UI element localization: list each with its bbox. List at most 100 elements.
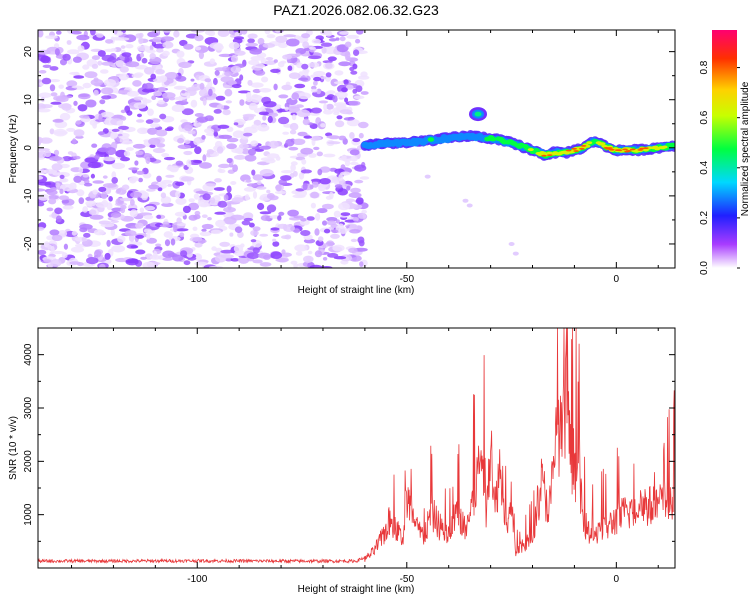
noise-blob — [217, 200, 228, 208]
noise-blob — [50, 245, 55, 254]
noise-blob — [106, 202, 113, 211]
signal-cell — [629, 148, 636, 151]
noise-blob — [163, 156, 176, 161]
noise-blob — [301, 33, 311, 39]
signal-cell — [571, 147, 577, 150]
noise-blob — [208, 88, 213, 97]
noise-blob — [166, 165, 180, 172]
noise-blob — [294, 244, 308, 252]
noise-blob — [225, 100, 232, 104]
noise-blob — [266, 189, 271, 194]
noise-blob — [82, 174, 89, 178]
noise-blob — [110, 220, 119, 223]
noise-blob — [156, 143, 166, 148]
noise-blob — [318, 100, 329, 104]
noise-blob — [241, 30, 248, 35]
noise-blob — [250, 140, 259, 147]
noise-blob — [326, 135, 340, 139]
noise-blob — [195, 190, 209, 194]
x-tick-label: -100 — [187, 574, 207, 585]
noise-blob — [82, 206, 89, 213]
noise-blob — [38, 175, 44, 180]
noise-blob — [350, 70, 358, 75]
noise-blob — [281, 170, 294, 174]
noise-blob — [286, 38, 300, 47]
noise-blob — [278, 116, 290, 125]
noise-blob — [135, 33, 143, 39]
noise-blob — [96, 33, 104, 38]
noise-blob — [250, 82, 264, 88]
noise-blob — [283, 223, 288, 231]
noise-blob — [326, 217, 338, 222]
noise-blob — [153, 250, 158, 259]
noise-blob — [97, 60, 103, 66]
noise-blob — [48, 198, 57, 205]
noise-blob — [129, 209, 138, 218]
noise-blob — [50, 259, 62, 267]
noise-blob — [301, 63, 309, 70]
noise-blob — [265, 57, 274, 61]
noise-blob — [360, 71, 368, 78]
noise-blob — [340, 171, 351, 176]
noise-blob — [334, 120, 345, 128]
noise-blob — [325, 72, 332, 78]
noise-blob — [297, 92, 312, 100]
noise-blob — [296, 109, 311, 118]
noise-blob — [323, 153, 336, 158]
faint-dot — [512, 251, 519, 256]
noise-blob — [264, 30, 271, 35]
noise-blob — [91, 143, 98, 148]
noise-blob — [293, 263, 298, 268]
noise-blob — [125, 147, 134, 151]
noise-blob — [92, 189, 98, 195]
noise-blob — [252, 247, 260, 254]
y-tick-label: 4000 — [23, 343, 34, 366]
noise-blob — [216, 104, 225, 110]
noise-blob — [201, 135, 206, 140]
noise-blob — [199, 162, 212, 169]
noise-blob — [267, 115, 273, 124]
noise-blob — [150, 73, 156, 80]
noise-blob — [285, 138, 295, 147]
noise-blob — [59, 188, 64, 194]
noise-blob — [102, 156, 116, 162]
noise-blob — [350, 155, 358, 162]
noise-blob — [358, 132, 364, 139]
noise-blob — [175, 181, 185, 186]
noise-blob — [243, 132, 253, 137]
noise-blob — [334, 184, 343, 189]
noise-blob — [46, 189, 58, 196]
noise-blob — [266, 34, 276, 39]
signal-secondary-blob — [474, 111, 482, 117]
spectrogram-xlabel: Height of straight line (km) — [298, 285, 415, 296]
noise-blob — [324, 30, 333, 37]
noise-blob — [302, 182, 308, 191]
noise-blob — [188, 202, 200, 211]
noise-blob — [292, 138, 306, 145]
noise-blob — [295, 52, 301, 57]
noise-blob — [310, 135, 322, 141]
noise-blob — [110, 212, 122, 218]
noise-blob — [144, 82, 154, 90]
noise-blob — [158, 86, 166, 93]
noise-blob — [147, 127, 158, 135]
noise-blob — [55, 215, 62, 223]
noise-blob — [73, 155, 81, 160]
noise-blob — [165, 174, 175, 178]
noise-blob — [191, 30, 205, 33]
noise-blob — [184, 139, 191, 144]
noise-blob — [265, 60, 277, 65]
noise-blob — [175, 75, 187, 82]
noise-blob — [207, 217, 212, 221]
noise-blob — [357, 236, 365, 244]
noise-blob — [230, 54, 239, 63]
noise-blob — [349, 229, 361, 234]
noise-blob — [316, 90, 321, 95]
noise-blob — [178, 61, 192, 69]
noise-blob — [84, 71, 98, 79]
noise-blob — [67, 49, 80, 55]
noise-blob — [177, 144, 191, 150]
noise-blob — [257, 124, 270, 132]
noise-blob — [202, 97, 207, 106]
noise-blob — [239, 99, 245, 106]
